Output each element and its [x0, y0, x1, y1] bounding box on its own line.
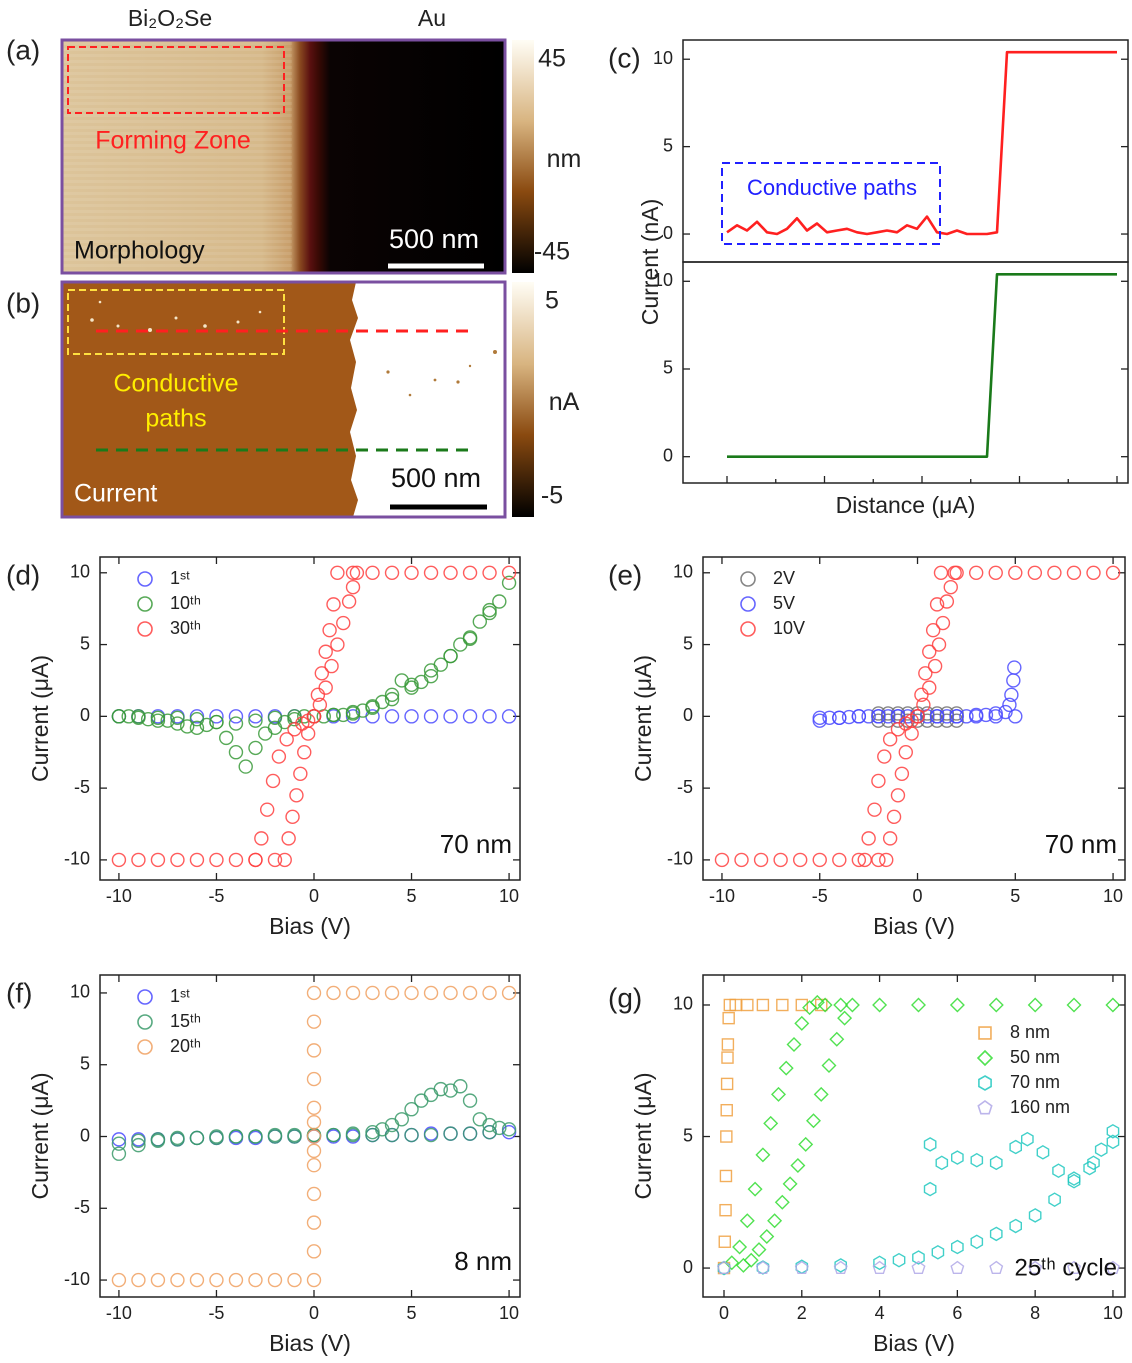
y-tick-label: -5 — [74, 1197, 90, 1217]
x-tick-label: 8 — [1030, 1303, 1040, 1323]
x-axis-label: Distance (μA) — [836, 492, 976, 518]
scale-bar-label: 500 nm — [391, 463, 481, 493]
y-axis-label: Current (μA) — [630, 655, 656, 782]
y-tick-label: 10 — [653, 270, 673, 290]
x-tick-label: 2 — [797, 1303, 807, 1323]
material-label: Bi₂O₂Se — [128, 5, 212, 31]
colorbar-unit: nA — [549, 388, 580, 416]
x-tick-label: 5 — [407, 886, 417, 906]
x-tick-label: 0 — [913, 886, 923, 906]
x-tick-label: -5 — [208, 886, 224, 906]
scale-bar-label: 500 nm — [389, 224, 479, 254]
x-tick-label: 5 — [407, 1303, 417, 1323]
annotation: 70 nm — [440, 829, 512, 859]
x-axis-label: Bias (V) — [269, 913, 351, 939]
panel-label: (c) — [608, 42, 641, 73]
map-label: Current — [74, 480, 157, 508]
panel-label: (b) — [6, 287, 40, 318]
legend-label: 1ˢᵗ — [170, 568, 190, 588]
annotation: paths — [145, 405, 206, 433]
legend-label: 30ᵗʰ — [170, 618, 201, 638]
x-tick-label: 0 — [719, 1303, 729, 1323]
panel-label: (a) — [6, 34, 40, 65]
legend-label: 1ˢᵗ — [170, 986, 190, 1006]
x-tick-label: -10 — [106, 886, 132, 906]
legend-label: 15ᵗʰ — [170, 1011, 201, 1031]
legend-label: 8 nm — [1010, 1022, 1050, 1042]
colorbar-tick-label: -5 — [541, 482, 563, 510]
legend-label: 10V — [773, 618, 805, 638]
y-tick-label: -5 — [74, 777, 90, 797]
panel-label: (e) — [608, 559, 642, 590]
colorbar — [512, 282, 534, 517]
legend-label: 50 nm — [1010, 1047, 1060, 1067]
legend-label: 2V — [773, 568, 795, 588]
y-tick-label: 10 — [653, 48, 673, 68]
x-axis-label: Bias (V) — [269, 1330, 351, 1356]
x-tick-label: -5 — [208, 1303, 224, 1323]
y-tick-label: 5 — [80, 1053, 90, 1073]
y-tick-label: -5 — [677, 777, 693, 797]
y-tick-label: 0 — [683, 1257, 693, 1277]
annotation: 25ᵗʰ cycle — [1014, 1254, 1117, 1281]
x-tick-label: 4 — [875, 1303, 885, 1323]
panel-label: (f) — [6, 977, 32, 1008]
y-tick-label: 5 — [663, 358, 673, 378]
x-tick-label: 10 — [1103, 886, 1123, 906]
y-tick-label: 0 — [80, 705, 90, 725]
y-tick-label: -10 — [64, 849, 90, 869]
y-tick-label: 5 — [683, 633, 693, 653]
y-tick-label: 5 — [683, 1125, 693, 1145]
x-tick-label: 0 — [309, 1303, 319, 1323]
y-tick-label: 0 — [683, 705, 693, 725]
annotation: 70 nm — [1045, 829, 1117, 859]
colorbar-tick-label: -45 — [534, 238, 570, 266]
y-axis-label: Current (μA) — [27, 655, 53, 782]
colorbar-tick-label: 45 — [538, 45, 566, 73]
colorbar-unit: nm — [547, 145, 582, 173]
panel-label: (g) — [608, 982, 642, 1013]
y-tick-label: 5 — [80, 633, 90, 653]
y-tick-label: 10 — [673, 994, 693, 1014]
y-tick-label: 10 — [70, 982, 90, 1002]
x-tick-label: 6 — [952, 1303, 962, 1323]
annotation: Conductive paths — [747, 175, 917, 200]
x-tick-label: 10 — [499, 886, 519, 906]
x-axis-label: Bias (V) — [873, 913, 955, 939]
y-tick-label: 0 — [80, 1125, 90, 1145]
legend-label: 160 nm — [1010, 1097, 1070, 1117]
colorbar — [512, 40, 534, 273]
x-tick-label: -10 — [709, 886, 735, 906]
annotation: Conductive — [113, 370, 238, 398]
y-tick-label: 0 — [663, 445, 673, 465]
y-tick-label: -10 — [64, 1269, 90, 1289]
y-tick-label: 5 — [663, 135, 673, 155]
x-tick-label: 5 — [1010, 886, 1020, 906]
figure: Bi₂O₂Se Au Forming Zone Morphology 500 n… — [0, 0, 1132, 1363]
x-tick-label: -5 — [812, 886, 828, 906]
y-axis-label: Current (μA) — [630, 1073, 656, 1200]
x-tick-label: -10 — [106, 1303, 132, 1323]
y-axis-label: Current (nA) — [637, 199, 663, 326]
x-tick-label: 10 — [499, 1303, 519, 1323]
annotation: 8 nm — [454, 1246, 512, 1276]
y-tick-label: 10 — [673, 562, 693, 582]
colorbar-tick-label: 5 — [545, 287, 559, 315]
y-tick-label: 10 — [70, 562, 90, 582]
material-label: Au — [418, 5, 446, 31]
x-tick-label: 10 — [1103, 1303, 1123, 1323]
y-axis-label: Current (μA) — [27, 1073, 53, 1200]
x-axis-label: Bias (V) — [873, 1330, 955, 1356]
map-label: Morphology — [74, 237, 205, 265]
legend-label: 5V — [773, 593, 795, 613]
panel-label: (d) — [6, 559, 40, 590]
legend-label: 20ᵗʰ — [170, 1036, 201, 1056]
annotation: Forming Zone — [95, 127, 251, 155]
x-tick-label: 0 — [309, 886, 319, 906]
y-tick-label: 0 — [663, 223, 673, 243]
legend-label: 10ᵗʰ — [170, 593, 201, 613]
legend-label: 70 nm — [1010, 1072, 1060, 1092]
y-tick-label: -10 — [667, 849, 693, 869]
